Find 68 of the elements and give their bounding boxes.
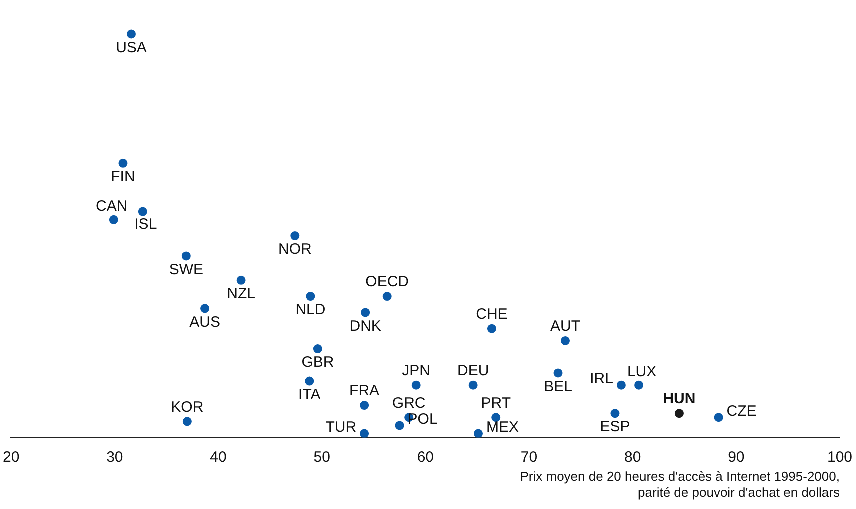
point (290, 232, 300, 241)
point (313, 344, 322, 354)
annotation: GRC (392, 394, 426, 412)
point (561, 336, 570, 346)
annotation: NLD (296, 302, 326, 319)
point (138, 207, 148, 216)
annotation: KOR (171, 398, 204, 416)
point (610, 409, 620, 418)
annotation: NOR (278, 241, 312, 258)
annotation: HUN (663, 390, 696, 408)
point (236, 276, 246, 285)
annotation: USA (116, 39, 147, 56)
annotation: ITA (298, 386, 321, 404)
x-tick-label: 30 (106, 448, 124, 466)
annotation: DEU (457, 362, 490, 380)
point (118, 158, 128, 168)
point (109, 215, 118, 224)
annotation: MEX (486, 418, 520, 436)
x-tick-label: 70 (520, 448, 538, 466)
annotation: SWE (169, 261, 204, 278)
x-axis-title: Prix moyen de 20 heures d'accès à Internet 1995-2000, parité de pouvoir d'achat en dollars (520, 469, 840, 500)
annotation: CHE (476, 306, 508, 323)
point (360, 401, 370, 410)
annotation: AUT (550, 318, 581, 336)
point (305, 376, 314, 386)
point (395, 421, 404, 430)
point (182, 417, 192, 426)
x-tick-label: 80 (624, 448, 642, 466)
x-tick-label: 50 (314, 448, 330, 466)
point (306, 292, 316, 302)
point (487, 324, 496, 334)
annotation: JPN (402, 362, 431, 380)
annotation: ISL (134, 216, 158, 233)
annotation: DNK (350, 318, 382, 335)
point (182, 252, 191, 261)
point (634, 380, 644, 390)
x-tick-label: 90 (728, 448, 745, 466)
point (714, 413, 724, 422)
annotation: FRA (350, 382, 380, 400)
point (200, 304, 210, 314)
x-tick-label: 100 (827, 448, 853, 466)
annotation: LUX (627, 363, 657, 380)
annotation: NZL (227, 286, 256, 303)
annotation: BEL (544, 378, 572, 396)
annotation: CZE (726, 402, 757, 420)
point (474, 429, 483, 438)
point (616, 380, 626, 390)
annotation: FIN (111, 168, 136, 186)
x-tick-label: 40 (210, 448, 227, 466)
point (361, 308, 370, 318)
point (412, 380, 421, 390)
x-tick-label: 20 (3, 448, 20, 466)
annotation: GBR (302, 354, 334, 372)
annotation: PRT (481, 394, 511, 412)
annotation: AUS (190, 314, 220, 331)
point (382, 292, 392, 302)
point (674, 409, 684, 418)
point (127, 30, 136, 39)
x-tick-label: 60 (417, 448, 434, 466)
annotation: CAN (96, 198, 128, 216)
annotation: POL (408, 410, 438, 428)
point (360, 429, 370, 438)
annotation: IRL (590, 370, 614, 388)
annotation: ESP (600, 418, 630, 436)
annotation: TUR (326, 418, 357, 436)
point (554, 368, 563, 378)
point (468, 380, 478, 390)
annotation: OECD (366, 274, 410, 291)
